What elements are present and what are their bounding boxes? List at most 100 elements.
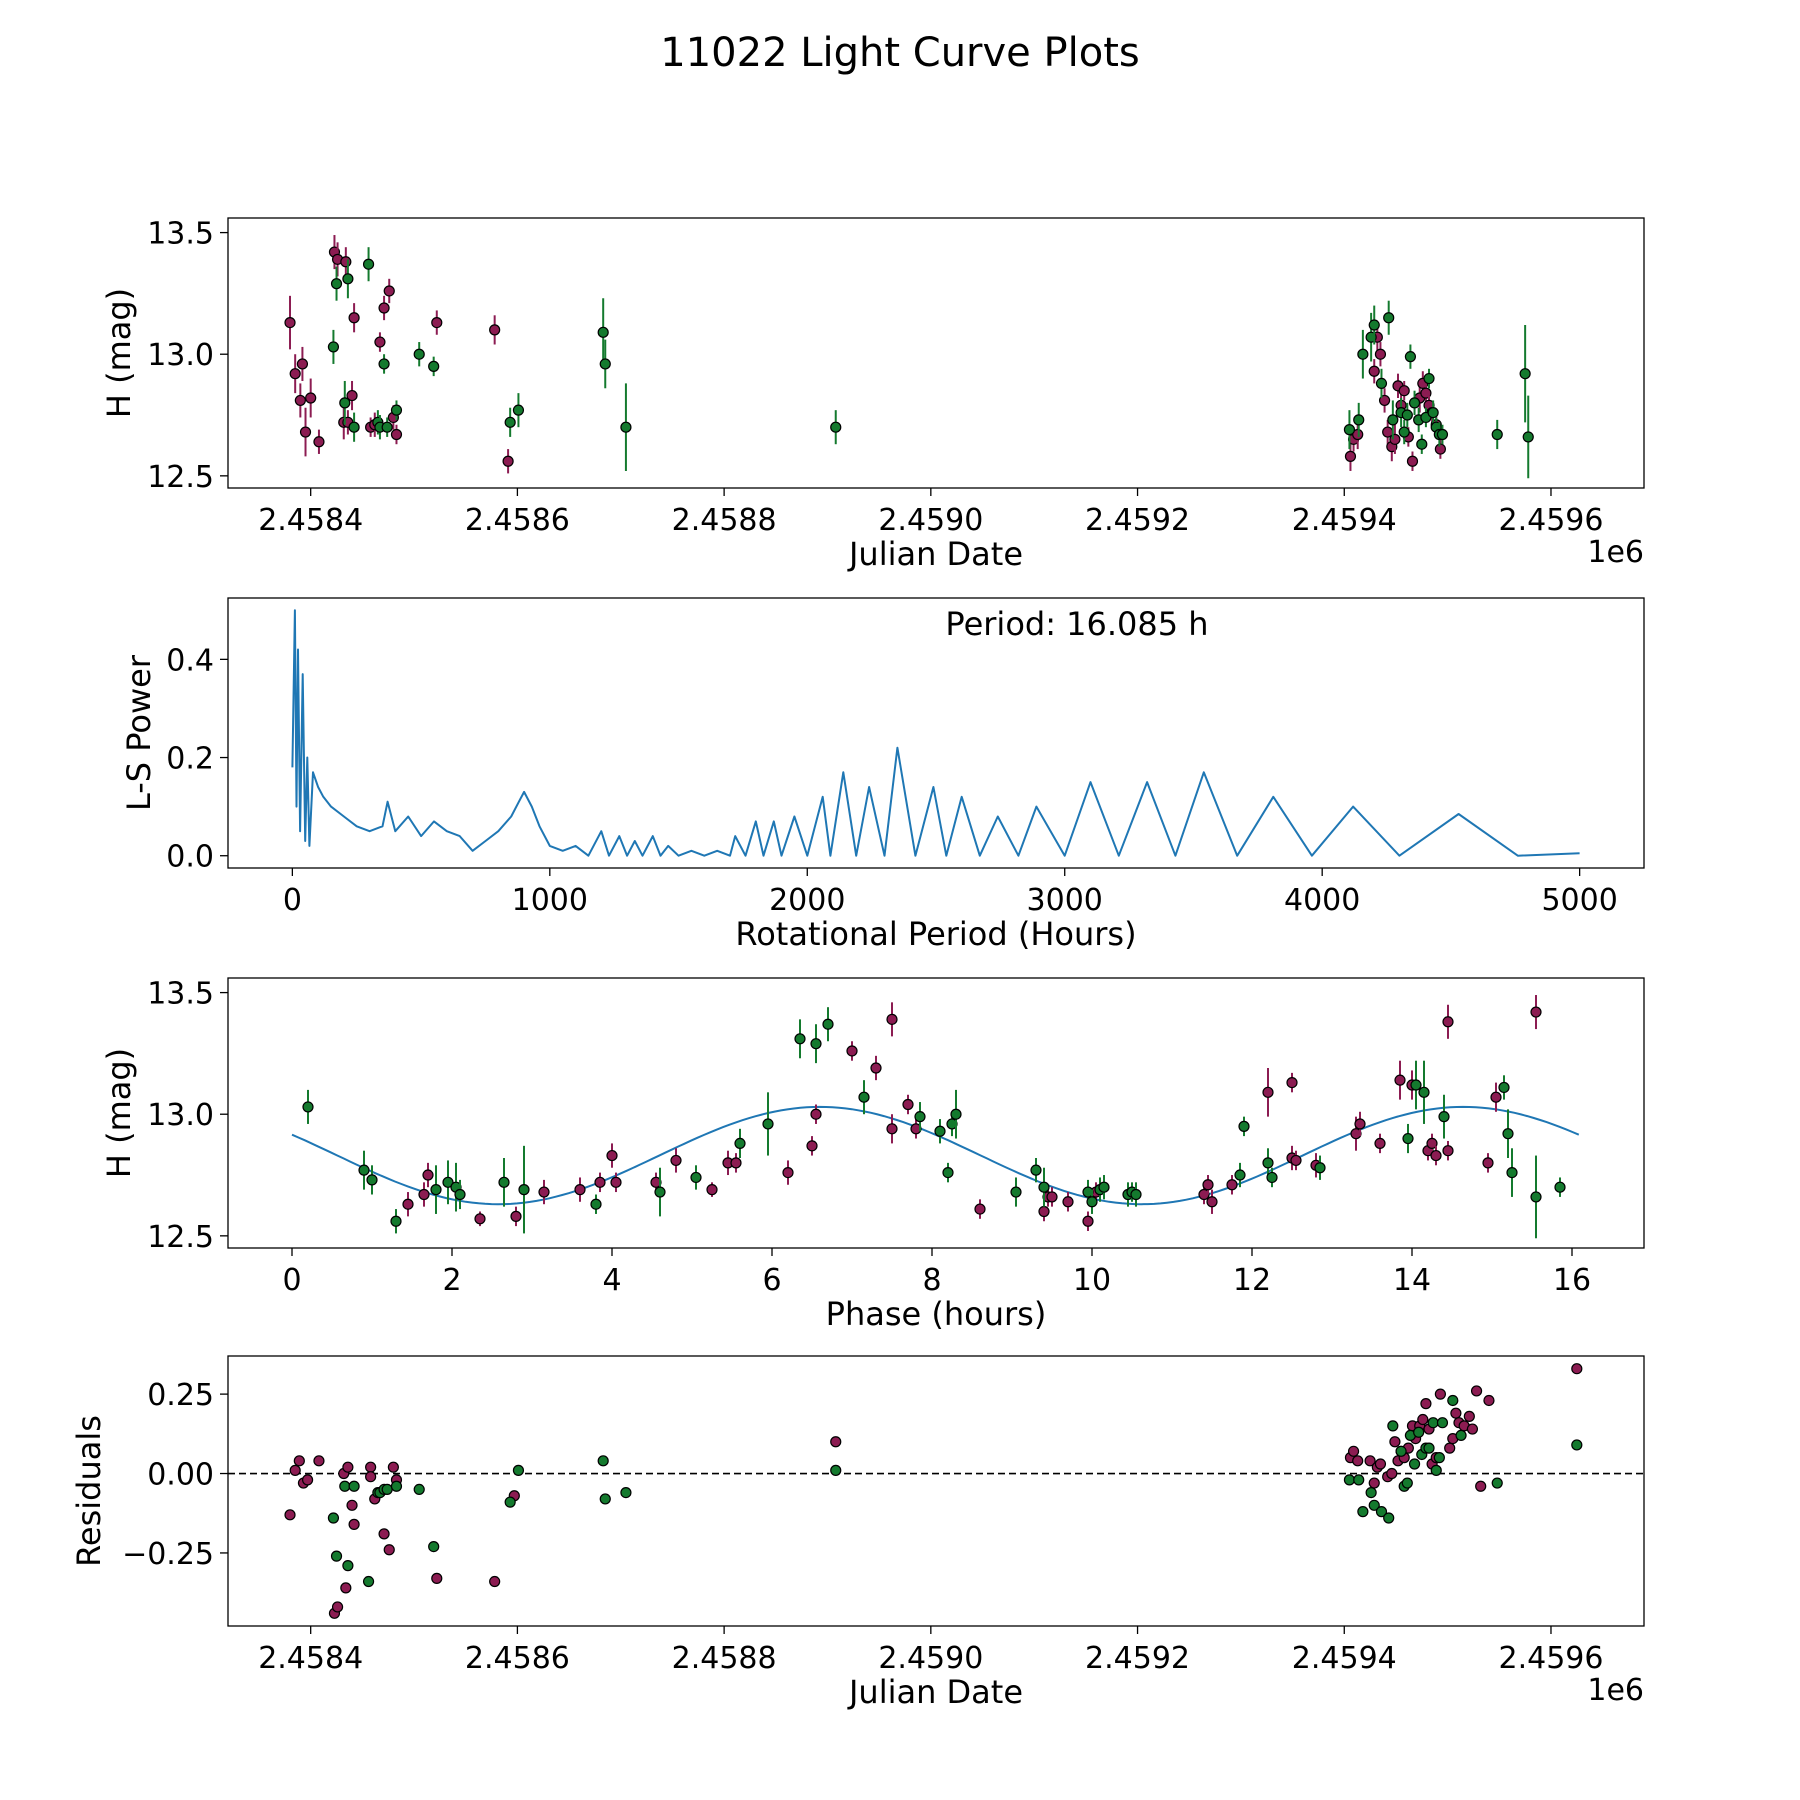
phased-x-tick-label: 6 — [762, 1263, 781, 1298]
phased-series-c-point — [1498, 1081, 1510, 1094]
phased-series-o-point — [1490, 1091, 1502, 1103]
phased-series-c-point — [1402, 1132, 1414, 1145]
phased-series-c-point — [498, 1176, 510, 1188]
residuals-series-c-point — [1408, 1458, 1421, 1470]
periodogram-x-tick-label: 3000 — [1027, 883, 1103, 918]
light-curve-series-c-point — [1401, 409, 1413, 421]
phased-series-o-point — [1442, 1016, 1454, 1028]
phased-x-tick-label: 2 — [442, 1263, 461, 1298]
residuals-series-c-point — [1365, 1486, 1377, 1499]
phased-series-c-point — [1030, 1164, 1042, 1176]
residuals-series-o-point — [289, 1464, 301, 1476]
light-curve-series-o-point — [340, 256, 352, 268]
light-curve-series-o-point — [489, 324, 501, 336]
residuals-series-o-point — [378, 1528, 390, 1540]
phased-series-o-point — [730, 1157, 742, 1169]
phased-x-tick-label: 16 — [1553, 1263, 1591, 1298]
phased-x-tick-label: 0 — [282, 1263, 301, 1298]
phased-series-c-point — [858, 1091, 870, 1103]
residuals-series-o-point — [1444, 1442, 1456, 1454]
residuals-series-c-point — [1383, 1512, 1395, 1524]
residuals-series-o-point — [1450, 1407, 1462, 1419]
light-curve-series-c-point — [1343, 424, 1356, 436]
phased-x-tick-label: 10 — [1073, 1263, 1111, 1298]
residuals-series-c-point — [1427, 1417, 1439, 1429]
light-curve-series-o-point — [313, 436, 325, 448]
phased-series-c-point — [1238, 1120, 1250, 1132]
light-curve-series-c-point — [1387, 414, 1399, 426]
residuals-x-tick-label: 2.4594 — [1292, 1641, 1397, 1676]
phased-series-c-point — [1262, 1157, 1274, 1169]
light-curve-series-c-point — [1404, 351, 1417, 363]
phased-series-o-point — [1062, 1196, 1074, 1208]
residuals-series-c-point — [1375, 1506, 1388, 1518]
phased-series-o-point — [1038, 1205, 1050, 1218]
residuals-x-tick-label: 2.4592 — [1085, 1641, 1190, 1676]
phased-series-o-point — [1082, 1215, 1094, 1227]
phased-series-c-point — [654, 1186, 666, 1198]
phased-x-tick-label: 8 — [922, 1263, 941, 1298]
residuals-x-tick-label: 2.4588 — [672, 1641, 777, 1676]
residuals-series-o-point — [1434, 1388, 1446, 1400]
phased-series-o-point — [1262, 1086, 1274, 1098]
phased-series-c-point — [302, 1101, 314, 1113]
periodogram-y-tick-label: 0.2 — [166, 742, 214, 777]
phased-series-o-point — [538, 1186, 550, 1198]
residuals-y-tick-label: −0.25 — [122, 1537, 214, 1572]
phased-series-c-point — [1438, 1111, 1450, 1123]
phased-series-o-point — [1226, 1179, 1238, 1191]
phased-series-c-point — [690, 1171, 702, 1184]
light-curve-series-o-point — [305, 392, 317, 404]
phased-series-o-point — [846, 1045, 858, 1057]
light-curve-series-o-point — [1389, 433, 1401, 445]
phased-series-c-point — [950, 1108, 962, 1120]
light-curve-series-c-point — [1398, 426, 1410, 438]
phased-series-o-point — [974, 1203, 986, 1215]
periodogram-x-tick-label: 1000 — [512, 883, 588, 918]
phased-series-c-point — [518, 1184, 530, 1196]
residuals-series-c-point — [830, 1464, 842, 1476]
residuals-x-offset: 1e6 — [1587, 1673, 1644, 1708]
phased-series-o-point — [574, 1184, 586, 1196]
light-curve-series-o-point — [1374, 348, 1387, 360]
phased-series-o-point — [1530, 1006, 1542, 1018]
phased-series-c-point — [1410, 1079, 1422, 1091]
phased-series-c-point — [1038, 1181, 1050, 1193]
light-curve-series-o-point — [378, 302, 390, 314]
light-curve-xlabel: Julian Date — [847, 535, 1023, 573]
panel-residuals: 2.4584 2.4586 2.4588 2.4590 2.4592 2.4594 2.45… — [70, 1355, 1645, 1711]
residuals-x-tick-label: 2.4590 — [878, 1641, 983, 1676]
residuals-series-o-point — [387, 1461, 399, 1473]
phased-series-o-point — [1394, 1074, 1406, 1086]
periodogram-plot: 0 1000 2000 3000 4000 5000 0.0 0.2 0.4 — [166, 609, 1618, 918]
periodogram-power-line — [291, 609, 1580, 857]
light-curve-series-o-point — [284, 316, 296, 329]
residuals-series-o-point — [1470, 1385, 1483, 1397]
phased-series-c-point — [934, 1125, 946, 1137]
residuals-series-o-point — [313, 1455, 325, 1467]
periodogram-xlabel: Rotational Period (Hours) — [735, 915, 1136, 953]
residuals-series-c-point — [1343, 1474, 1356, 1486]
phased-series-o-point — [782, 1166, 794, 1179]
phased-series-o-point — [706, 1184, 718, 1196]
residuals-series-o-point — [342, 1461, 354, 1473]
residuals-series-c-point — [1433, 1452, 1445, 1464]
light-curve-series-c-point — [348, 421, 360, 433]
phased-series-o-point — [1374, 1137, 1386, 1150]
phased-series-o-point — [418, 1188, 430, 1201]
light-curve-series-c-point — [599, 358, 611, 370]
phased-series-o-point — [870, 1062, 882, 1074]
light-curve-series-o-point — [1406, 455, 1419, 467]
phased-series-c-point — [430, 1184, 442, 1196]
light-curve-series-c-point — [1427, 406, 1439, 419]
residuals-series-o-point — [830, 1436, 842, 1448]
residuals-series-o-point — [1368, 1477, 1380, 1489]
light-curve-x-tick-label: 2.4596 — [1498, 503, 1603, 538]
phased-series-o-point — [610, 1176, 622, 1188]
light-curve-series-c-point — [1436, 428, 1449, 441]
residuals-series-c-point — [1430, 1464, 1442, 1476]
phased-series-o-point — [510, 1210, 522, 1222]
light-curve-series-c-point — [362, 258, 375, 270]
light-curve-plot: 2.4584 2.4586 2.4588 2.4590 2.4592 2.4594 2.45… — [147, 217, 1603, 538]
